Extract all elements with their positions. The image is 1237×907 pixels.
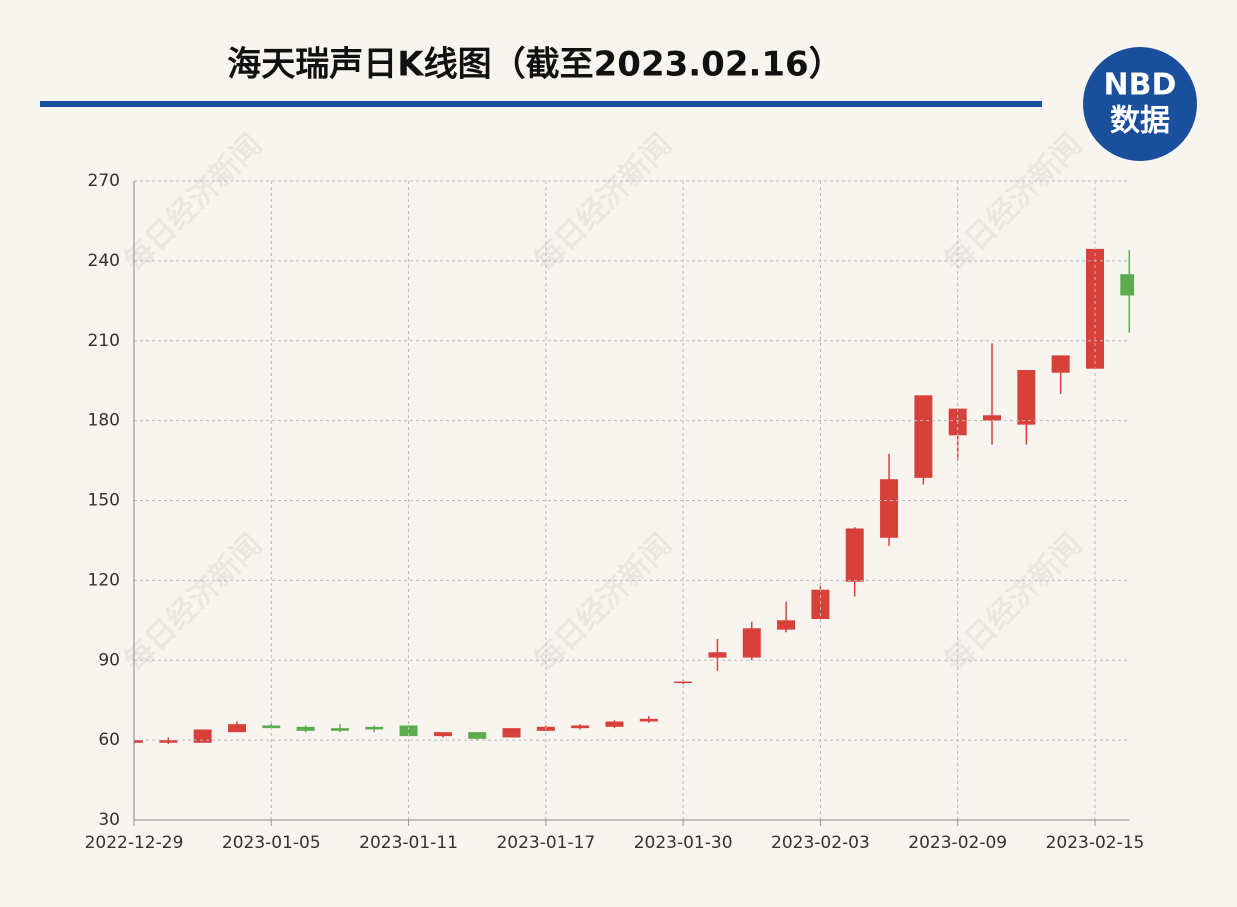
watermark: 每日经济新闻 <box>117 527 269 679</box>
candle-body <box>296 726 315 731</box>
x-tick-label: 2023-02-15 <box>1046 833 1145 853</box>
y-tick-label: 210 <box>88 331 120 351</box>
candle-body <box>674 681 693 684</box>
watermark: 每日经济新闻 <box>937 127 1089 279</box>
logo <box>1083 47 1197 161</box>
y-tick-label: 150 <box>88 491 120 511</box>
candle-body <box>639 718 658 722</box>
candle-body <box>880 479 899 538</box>
candle-body <box>134 740 143 743</box>
x-tick-label: 2023-01-05 <box>222 833 321 853</box>
candle-body <box>571 725 590 729</box>
watermark: 每日经济新闻 <box>937 527 1089 679</box>
candle-body <box>262 725 281 729</box>
candle-body <box>468 732 487 739</box>
candle-body <box>811 589 830 619</box>
candle-body <box>708 652 727 658</box>
chart-title: 海天瑞声日K线图（截至2023.02.16） <box>227 45 842 85</box>
y-tick-label: 270 <box>88 171 120 191</box>
y-tick-label: 240 <box>88 251 120 271</box>
logo-text: 数据 <box>1110 104 1170 139</box>
watermark: 每日经济新闻 <box>527 527 679 679</box>
x-tick-label: 2022-12-29 <box>85 833 184 853</box>
candle-body <box>983 415 1002 421</box>
y-tick-label: 60 <box>98 730 120 750</box>
x-tick-label: 2023-01-11 <box>359 833 458 853</box>
candle-body <box>365 726 384 730</box>
y-tick-label: 30 <box>98 810 120 830</box>
x-tick-label: 2023-02-03 <box>771 833 870 853</box>
watermark: 每日经济新闻 <box>117 127 269 279</box>
candle-body <box>502 728 521 738</box>
candle-body <box>330 728 349 731</box>
candle-body <box>433 732 452 737</box>
y-tick-label: 180 <box>88 411 120 431</box>
title-rule <box>40 101 1042 107</box>
candle-body <box>845 528 864 582</box>
candle-body <box>193 729 212 743</box>
logo-text: NBD <box>1104 68 1177 103</box>
y-tick-label: 120 <box>88 570 120 590</box>
candle-body <box>159 740 178 743</box>
watermark: 每日经济新闻 <box>527 127 679 279</box>
candle-body <box>605 721 624 727</box>
candle-body <box>1017 370 1036 425</box>
x-tick-label: 2023-01-30 <box>634 833 733 853</box>
candle-body <box>399 725 418 737</box>
candle-body <box>227 724 246 733</box>
plot <box>134 248 1134 745</box>
candle-body <box>742 628 761 658</box>
candle-body <box>1120 274 1134 296</box>
candle-body <box>777 620 796 630</box>
x-tick-label: 2023-02-09 <box>908 833 1007 853</box>
y-tick-label: 90 <box>98 650 120 670</box>
candle-body <box>914 395 933 478</box>
candle-body <box>1051 355 1070 373</box>
x-tick-label: 2023-01-17 <box>496 833 595 853</box>
